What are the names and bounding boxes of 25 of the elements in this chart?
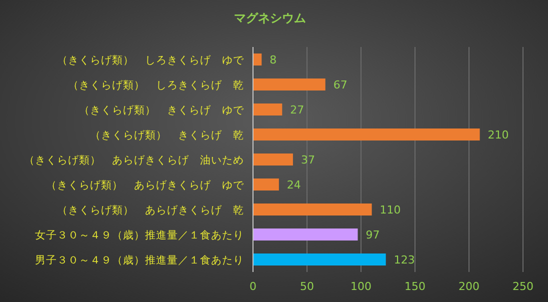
data-label: 67: [333, 78, 348, 92]
data-label: 110: [380, 204, 401, 216]
chart-title: マグネシウム: [234, 11, 306, 25]
data-label: 24: [286, 178, 301, 192]
data-label: 123: [394, 254, 415, 266]
y-tick-label: （きくらげ類） あらげきくらげ ゆで: [46, 180, 245, 192]
y-tick-label: （きくらげ類） しろきくらげ 乾: [68, 80, 244, 92]
y-tick-label: （きくらげ類） しろきくらげ ゆで: [57, 54, 245, 66]
data-label: 27: [290, 104, 304, 116]
x-tick-label: 100: [350, 280, 372, 293]
data-label: 37: [300, 154, 315, 166]
x-tick-label: 250: [512, 280, 534, 293]
x-tick-label: 50: [300, 280, 314, 293]
y-tick-label: （きくらげ類） きくらげ ゆで: [79, 104, 245, 116]
y-tick-label: 男子３０～４９（歳）推進量／１食あたり: [35, 254, 244, 266]
data-label: 8: [270, 54, 277, 66]
x-tick-label: 0: [250, 280, 256, 293]
data-label: 210: [488, 128, 509, 142]
x-tick-label: 200: [458, 280, 480, 293]
x-tick-label: 150: [404, 280, 426, 293]
data-label: 97: [366, 228, 380, 242]
y-tick-label: （きくらげ類） あらげきくらげ 油いため: [24, 154, 244, 166]
y-tick-label: （きくらげ類） きくらげ 乾: [90, 130, 244, 142]
y-tick-label: 女子３０～４９（歳）推進量／１食あたり: [35, 228, 244, 242]
y-tick-label: （きくらげ類） あらげきくらげ 乾: [57, 204, 244, 216]
